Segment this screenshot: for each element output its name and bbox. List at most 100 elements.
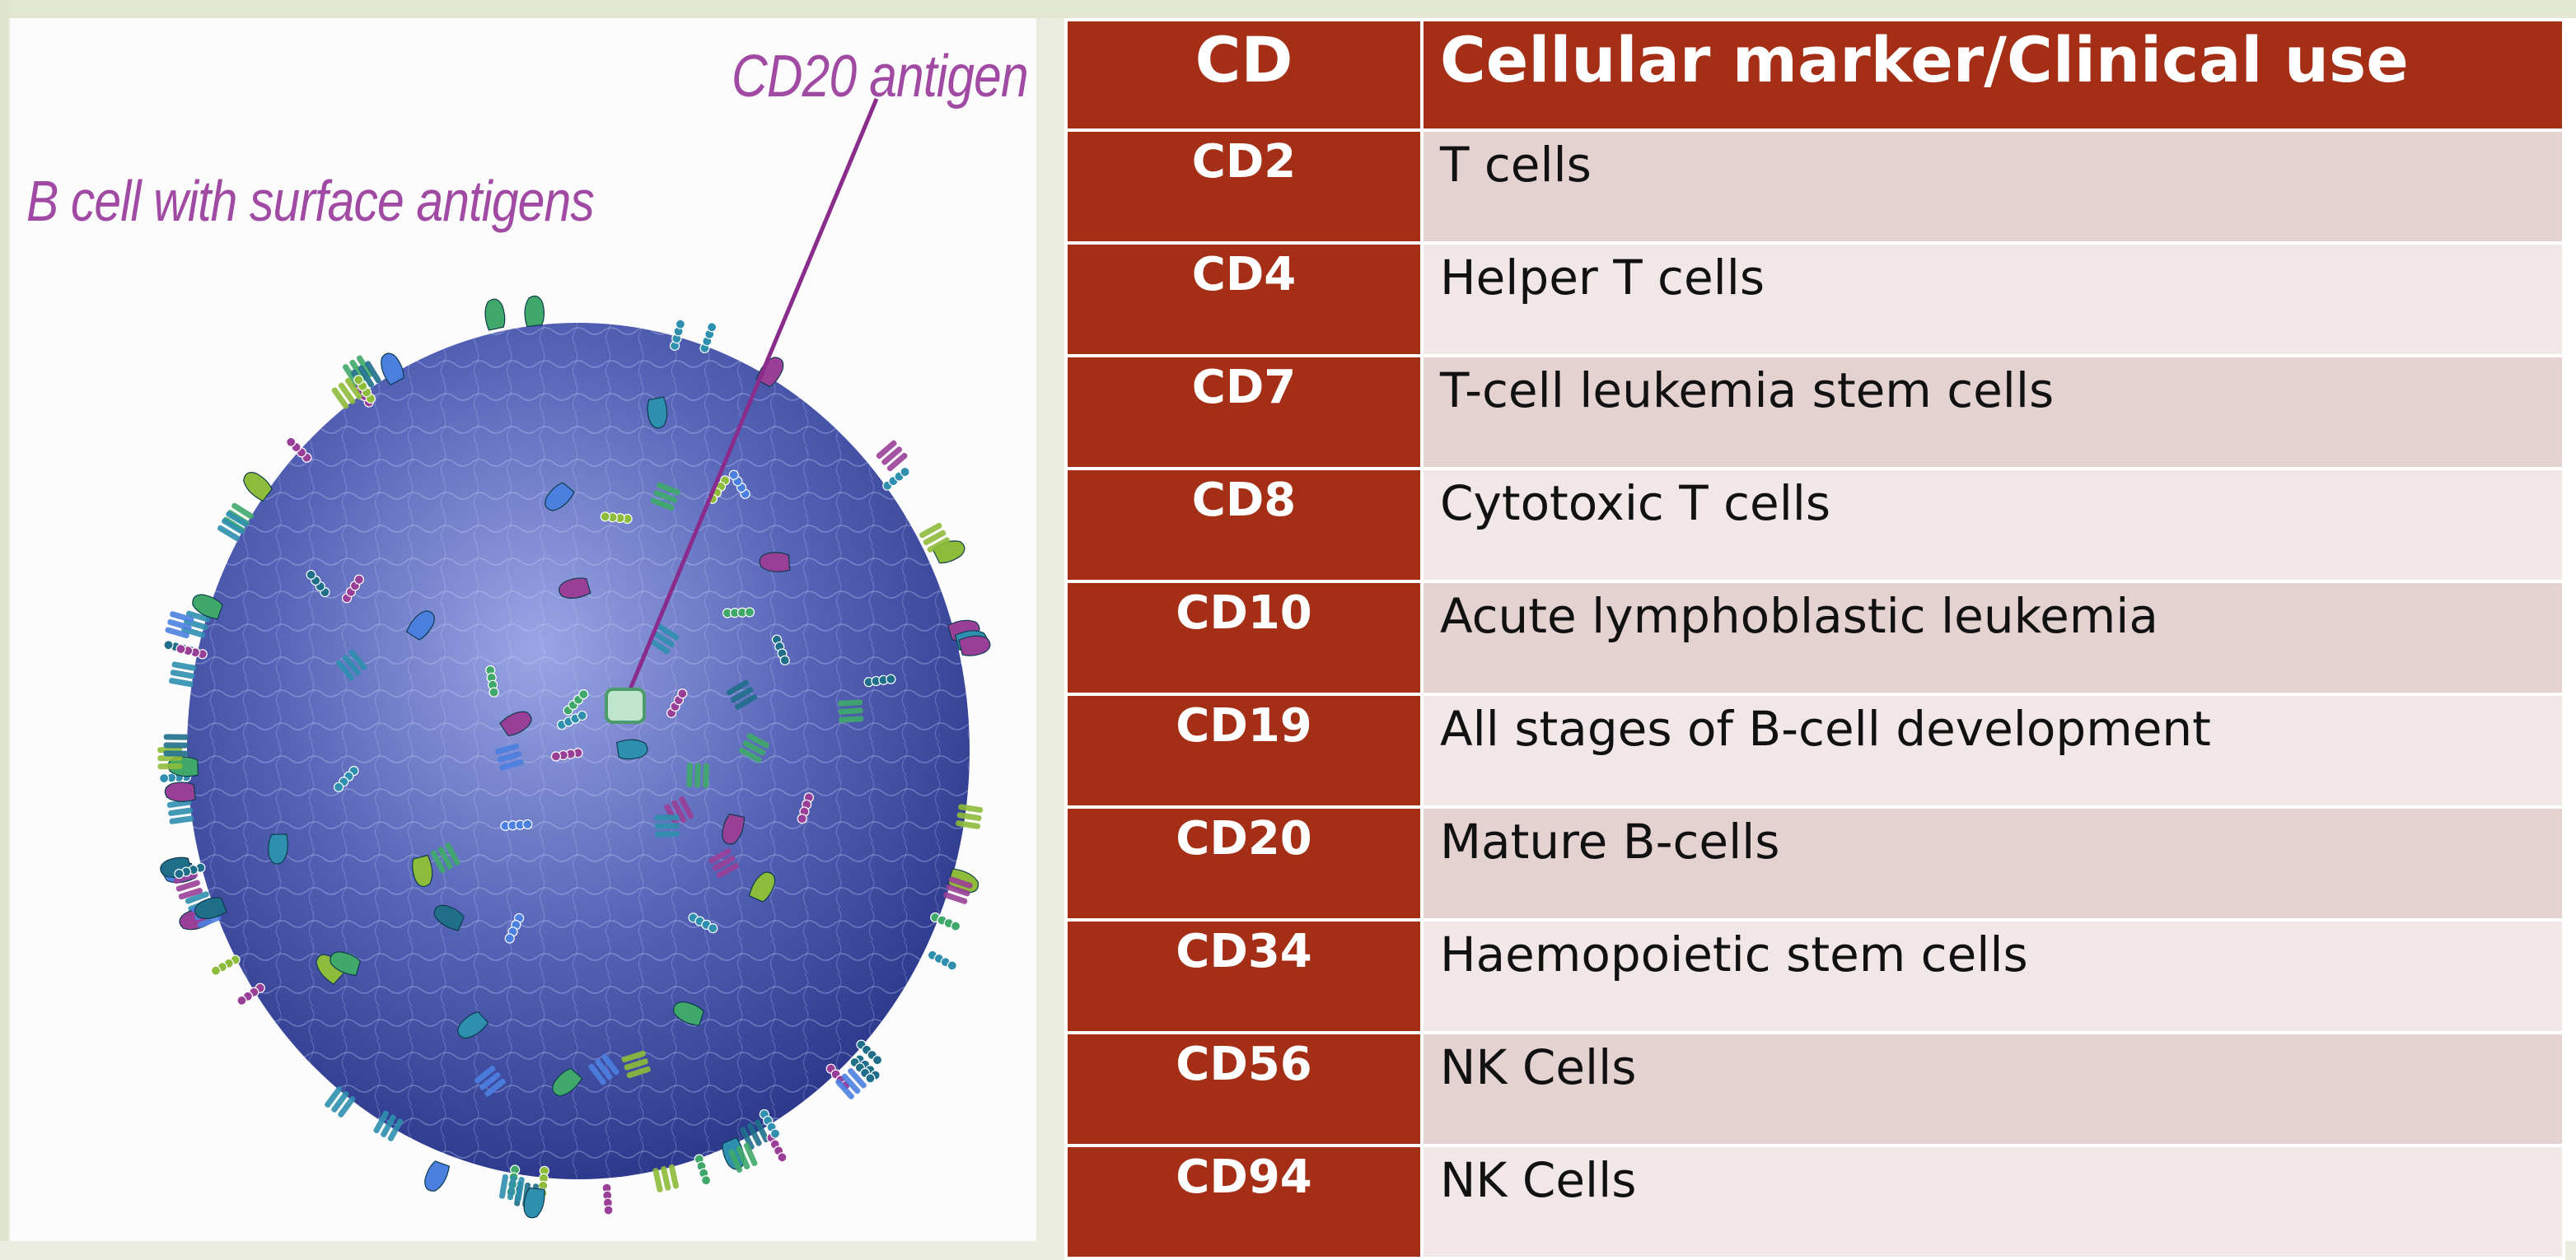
antigen-protein (424, 1160, 451, 1192)
header-use: Cellular marker/Clinical use (1420, 18, 2565, 132)
clinical-use: Helper T cells (1420, 241, 2565, 357)
antigen-protein (688, 912, 718, 934)
antigen-protein (523, 1187, 545, 1219)
table-row: CD8 Cytotoxic T cells (1064, 467, 2565, 583)
table-row: CD7 T-cell leukemia stem cells (1064, 354, 2565, 470)
antigen-protein (797, 792, 815, 824)
cd-code: CD10 (1064, 580, 1424, 696)
antigen-protein (500, 819, 533, 832)
antigen-protein (863, 674, 896, 688)
antigen-protein (412, 854, 433, 888)
antigen-protein (648, 623, 680, 655)
cd-code: CD94 (1064, 1144, 1424, 1260)
clinical-use: NK Cells (1420, 1031, 2565, 1147)
antigen-protein (353, 375, 376, 404)
antigen-protein (708, 848, 740, 879)
antigen-protein (748, 871, 776, 903)
antigen-protein (958, 635, 991, 656)
antigen-protein (650, 482, 680, 511)
antigen-protein (236, 982, 265, 1006)
antigen-protein (559, 577, 591, 600)
antigen-protein (545, 482, 575, 511)
antigen-protein (686, 763, 709, 788)
table-row: CD10 Acute lymphoblastic leukemia (1064, 580, 2565, 696)
antigen-protein (722, 607, 755, 618)
cd-code: CD20 (1064, 805, 1424, 922)
antigen-protein (722, 813, 746, 845)
antigen-protein (835, 1068, 867, 1099)
table-row: CD4 Helper T cells (1064, 241, 2565, 357)
antigen-protein (654, 814, 680, 838)
clinical-use: T cells (1420, 128, 2565, 245)
antigen-protein (956, 804, 984, 829)
antigen-protein (856, 1039, 883, 1066)
antigen-protein (333, 765, 359, 792)
cd-code: CD2 (1064, 128, 1424, 245)
clinical-use: Acute lymphoblastic leukemia (1420, 580, 2565, 696)
antigen-protein (474, 1066, 506, 1097)
table-row: CD20 Mature B-cells (1064, 805, 2565, 922)
antigen-protein (405, 610, 435, 641)
antigen-protein (268, 833, 288, 865)
antigen-protein (932, 540, 965, 564)
antigen-protein (457, 1011, 489, 1039)
antigen-protein (615, 739, 648, 760)
antigen-protein (243, 472, 273, 502)
antigen-protein (838, 699, 864, 723)
antigen-protein (165, 611, 194, 639)
table-row: CD94 NK Cells (1064, 1144, 2565, 1260)
clinical-use: T-cell leukemia stem cells (1420, 354, 2565, 470)
table-row: CD19 All stages of B-cell development (1064, 693, 2565, 809)
antigen-protein (601, 1183, 614, 1216)
cd-code: CD19 (1064, 693, 1424, 809)
antigen-protein (336, 649, 367, 681)
antigen-protein (943, 876, 973, 904)
antigen-protein (524, 295, 545, 328)
cd-code: CD7 (1064, 354, 1424, 470)
antigen-protein (341, 574, 365, 604)
clinical-use: Haemopoietic stem cells (1420, 918, 2565, 1034)
antigen-protein (927, 950, 957, 971)
antigen-protein (882, 466, 910, 491)
clinical-use: NK Cells (1420, 1144, 2565, 1260)
slide-top-band (0, 0, 2576, 18)
antigen-protein (740, 1119, 769, 1150)
antigen-protein (485, 665, 499, 698)
cd-code: CD56 (1064, 1031, 1424, 1147)
b-cell-label: B cell with surface antigens (26, 169, 595, 233)
antigen-protein (192, 594, 223, 620)
cd20-pointer-line (625, 98, 879, 696)
antigen-protein (647, 396, 668, 429)
antigen-protein (759, 552, 791, 572)
antigen-protein (498, 1174, 525, 1202)
antigen-protein (552, 1067, 583, 1097)
antigen-protein (673, 1001, 704, 1026)
antigen-protein (286, 436, 312, 463)
table-row: CD56 NK Cells (1064, 1031, 2565, 1147)
b-cell-drawing (157, 98, 991, 1219)
antigen-protein (600, 511, 633, 525)
antigen-protein (430, 842, 461, 874)
antigen-protein (550, 748, 583, 762)
antigen-protein (876, 440, 908, 472)
antigen-protein (164, 782, 196, 802)
antigen-protein (666, 688, 688, 718)
antigen-protein (157, 746, 183, 770)
antigen-protein (919, 522, 951, 553)
antigen-protein (325, 1086, 356, 1118)
antigen-protein (588, 1053, 619, 1085)
antigen-protein (163, 734, 189, 757)
table-header-row: CD Cellular marker/Clinical use (1064, 18, 2565, 132)
antigen-protein (694, 1154, 712, 1186)
cd20-antigen-label: CD20 antigen (732, 44, 1029, 110)
table-row: CD34 Haemopoietic stem cells (1064, 918, 2565, 1034)
antigen-protein (169, 661, 197, 688)
antigen-protein (174, 862, 206, 880)
antigen-protein (167, 756, 199, 777)
table-row: CD2 T cells (1064, 128, 2565, 245)
surface-antigens (157, 295, 991, 1219)
antigen-protein (728, 469, 750, 499)
cd-code: CD4 (1064, 241, 1424, 357)
antigen-protein (166, 799, 194, 824)
antigen-protein (669, 319, 686, 351)
